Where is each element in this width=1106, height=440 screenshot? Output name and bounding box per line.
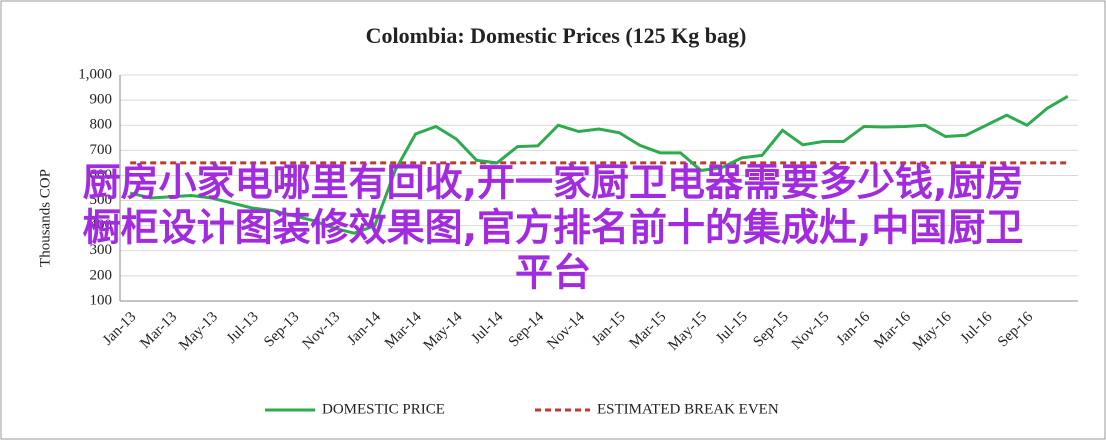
y-tick-label: 600 — [90, 167, 113, 183]
y-tick-label: 400 — [90, 217, 113, 233]
y-axis-label: Thousands COP — [37, 169, 53, 267]
y-tick-label: 800 — [90, 117, 113, 133]
series-line — [129, 95, 1069, 235]
y-tick-label: 700 — [90, 142, 113, 158]
y-tick-label: 900 — [90, 92, 113, 108]
y-tick-label: 1,000 — [78, 66, 112, 82]
y-tick-label: 200 — [90, 267, 113, 283]
legend-label: ESTIMATED BREAK EVEN — [597, 401, 779, 417]
legend-label: DOMESTIC PRICE — [322, 401, 445, 417]
y-tick-label: 100 — [90, 292, 113, 308]
overlay-text: 平台 — [515, 251, 591, 295]
chart-title: Colombia: Domestic Prices (125 Kg bag) — [366, 23, 747, 48]
overlay-text: 厨房小家电哪里有回收,开一家厨卫电器需要多少钱,厨房 — [83, 161, 1024, 205]
overlay-text: 橱柜设计图装修效果图,官方排名前十的集成灶,中国厨卫 — [83, 206, 1024, 250]
y-tick-label: 500 — [90, 192, 113, 208]
y-tick-label: 300 — [90, 242, 113, 258]
